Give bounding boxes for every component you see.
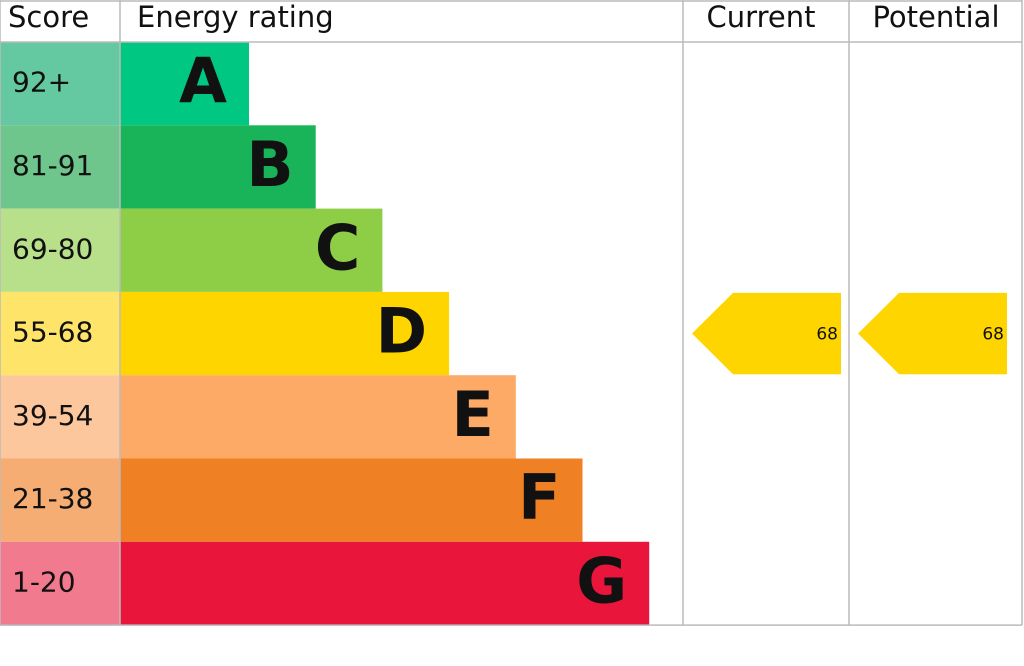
header-potential: Potential: [872, 0, 999, 34]
rating-letter: D: [376, 295, 427, 368]
score-cell: [0, 125, 120, 209]
rating-bar: [120, 291, 450, 376]
current-value: 68: [816, 325, 838, 345]
rating-bar: [120, 458, 583, 542]
score-cell: [0, 42, 120, 126]
score-cell: [0, 375, 120, 459]
score-label: 69-80: [12, 232, 93, 265]
rating-bar: [120, 125, 316, 209]
rating-letter: C: [315, 211, 361, 284]
rating-letter: E: [451, 378, 493, 451]
current-arrow: [692, 292, 841, 375]
score-cell: [0, 208, 120, 292]
rating-bar: [120, 208, 383, 292]
rating-letter: B: [246, 128, 293, 201]
score-label: 39-54: [12, 399, 93, 432]
potential-value: 68: [982, 325, 1004, 345]
score-label: 55-68: [12, 316, 93, 349]
rating-bar: [120, 42, 249, 126]
rating-bar: [120, 541, 650, 626]
rating-letter: A: [179, 45, 227, 118]
score-label: 1-20: [12, 565, 76, 598]
rating-bar: [120, 375, 516, 459]
score-cell: [0, 541, 120, 626]
rating-letter: G: [576, 545, 627, 618]
rating-letter: F: [518, 461, 560, 534]
header-current: Current: [707, 0, 816, 34]
score-label: 81-91: [12, 149, 93, 182]
score-cell: [0, 291, 120, 376]
potential-arrow: [858, 292, 1007, 375]
header-score: Score: [8, 0, 89, 34]
header-rating: Energy rating: [137, 0, 334, 34]
score-label: 21-38: [12, 482, 93, 515]
score-cell: [0, 458, 120, 542]
score-label: 92+: [12, 66, 71, 99]
